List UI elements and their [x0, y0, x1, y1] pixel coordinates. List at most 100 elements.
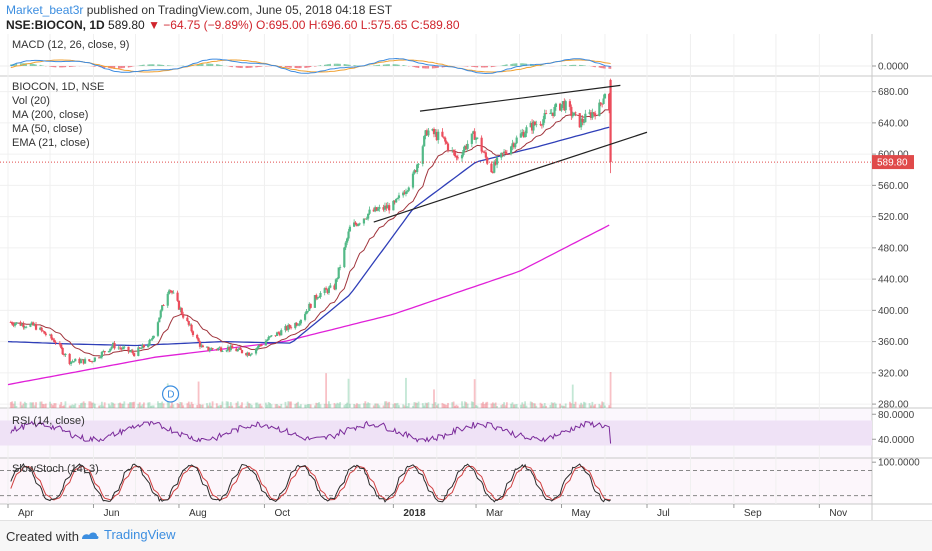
- macd-hist-bar: [575, 65, 576, 66]
- macd-hist-bar: [592, 66, 593, 67]
- macd-hist-bar: [418, 66, 419, 68]
- volume-bar: [35, 402, 37, 408]
- candle-body: [186, 318, 188, 321]
- macd-hist-bar: [168, 65, 169, 66]
- candle-body: [255, 349, 257, 354]
- macd-hist-bar: [202, 64, 203, 66]
- candle-body: [454, 152, 456, 156]
- macd-hist-bar: [355, 65, 356, 66]
- chart-area[interactable]: 680.00640.00600.00560.00520.00480.00440.…: [0, 34, 932, 520]
- candle-body: [217, 348, 219, 350]
- candle-body: [417, 164, 419, 165]
- volume-bar: [516, 404, 518, 408]
- macd-hist-bar: [328, 64, 329, 66]
- candle-body: [609, 80, 611, 162]
- time-tick-label: Jul: [657, 508, 670, 519]
- macd-hist-bar: [149, 64, 150, 66]
- candle-body: [266, 340, 268, 341]
- macd-hist-bar: [327, 64, 328, 66]
- macd-hist-bar: [481, 66, 482, 67]
- candle-body: [80, 360, 82, 363]
- macd-hist-bar: [572, 65, 573, 66]
- macd-hist-bar: [260, 66, 261, 67]
- macd-hist-bar: [346, 64, 347, 66]
- macd-hist-bar: [150, 64, 151, 66]
- macd-hist-bar: [129, 66, 130, 67]
- candle-body: [157, 322, 159, 336]
- author-link[interactable]: Market_beat3r: [6, 3, 83, 17]
- macd-hist-bar: [506, 64, 507, 66]
- tradingview-brand[interactable]: TradingView: [80, 527, 176, 542]
- candle-body: [443, 137, 445, 138]
- volume-bar: [310, 404, 312, 408]
- volume-bar: [104, 402, 106, 408]
- macd-hist-bar: [65, 66, 66, 67]
- macd-hist-bar: [140, 65, 141, 66]
- macd-hist-bar: [157, 64, 158, 66]
- macd-hist-bar: [163, 65, 164, 66]
- macd-hist-bar: [247, 66, 248, 68]
- volume-bar: [359, 404, 361, 408]
- publish-info: Market_beat3r published on TradingView.c…: [6, 3, 392, 17]
- candle-body: [319, 293, 321, 297]
- macd-hist-bar: [415, 66, 416, 67]
- macd-hist-bar: [285, 66, 286, 67]
- volume-bar: [349, 404, 351, 408]
- macd-hist-bar: [604, 66, 605, 69]
- macd-hist-bar: [494, 66, 495, 67]
- candle-body: [298, 323, 300, 324]
- macd-hist-bar: [594, 66, 595, 67]
- macd-hist-bar: [510, 64, 511, 66]
- volume-bar: [123, 401, 125, 408]
- macd-hist-bar: [310, 66, 311, 67]
- candle-body: [516, 138, 518, 144]
- macd-hist-bar: [335, 64, 336, 66]
- candle-body: [88, 359, 90, 361]
- macd-hist-bar: [237, 66, 238, 68]
- macd-hist-bar: [402, 65, 403, 66]
- macd-hist-bar: [236, 66, 237, 67]
- ohlc-values: O:695.00 H:696.60 L:575.65 C:589.80: [256, 18, 460, 32]
- candle-body: [53, 340, 55, 342]
- candle-body: [325, 288, 327, 289]
- macd-hist-bar: [580, 65, 581, 66]
- candle-body: [297, 325, 299, 326]
- macd-hist-bar: [426, 66, 427, 69]
- macd-hist-bar: [55, 66, 56, 67]
- candle-body: [123, 347, 125, 348]
- macd-hist-bar: [261, 66, 262, 67]
- candle-body: [485, 152, 487, 157]
- candle-body: [553, 107, 555, 116]
- candle-body: [251, 354, 253, 355]
- candle-body: [359, 223, 361, 224]
- macd-hist-bar: [206, 64, 207, 66]
- candle-body: [147, 345, 149, 347]
- candle-body: [486, 158, 488, 164]
- price-tick-label: 680.00: [878, 87, 909, 98]
- macd-hist-bar: [564, 65, 565, 66]
- volume-bar: [55, 403, 57, 408]
- candle-body: [45, 334, 47, 335]
- macd-hist-bar: [491, 66, 492, 67]
- candle-body: [416, 165, 418, 172]
- macd-hist-bar: [69, 66, 70, 67]
- volume-bar: [575, 402, 577, 408]
- macd-hist-bar: [492, 66, 493, 67]
- macd-hist-bar: [59, 66, 60, 67]
- candle-body: [182, 314, 184, 318]
- macd-hist-bar: [240, 66, 241, 68]
- candle-body: [496, 158, 498, 165]
- volume-bar: [325, 373, 327, 408]
- candle-body: [490, 164, 492, 173]
- symbol-info: NSE:BIOCON, 1D 589.80 ▼ −64.75 (−9.89%) …: [6, 18, 460, 32]
- candle-body: [59, 343, 61, 345]
- candle-body: [43, 331, 45, 333]
- published-text: published on TradingView.com, June 05, 2…: [87, 3, 392, 17]
- volume-bar: [535, 406, 537, 408]
- candle-body: [221, 351, 223, 352]
- candle-body: [514, 143, 516, 147]
- macd-hist-bar: [394, 64, 395, 66]
- macd-hist-bar: [484, 66, 485, 68]
- candle-body: [139, 347, 141, 348]
- candle-body: [378, 207, 380, 209]
